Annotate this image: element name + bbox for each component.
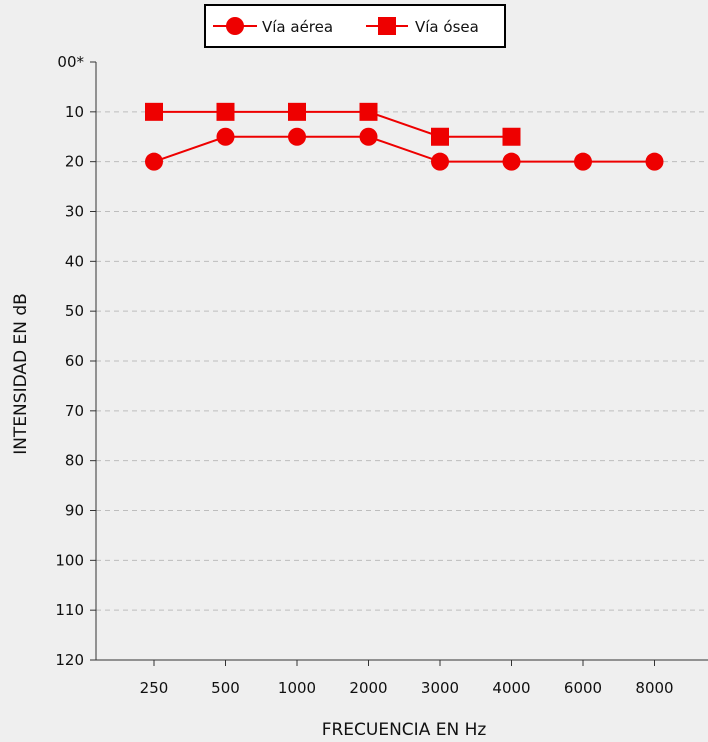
series-line — [153, 135, 655, 163]
y-tick-label: 40 — [65, 252, 84, 270]
data-point — [502, 152, 521, 171]
series-1 — [145, 102, 521, 146]
x-tick-label: 250 — [140, 679, 169, 697]
legend-marker-via-aerea — [226, 17, 244, 35]
y-tick-label: 00* — [57, 53, 84, 71]
data-point — [288, 102, 306, 121]
x-tick-label: 8000 — [635, 679, 673, 697]
legend-marker-via-osea — [378, 17, 396, 35]
x-tick-label: 2000 — [349, 679, 387, 697]
y-tick-label: 30 — [65, 203, 84, 221]
grid-lines — [96, 111, 708, 611]
legend-label-via-aerea: Vía aérea — [262, 18, 333, 36]
series-line — [154, 110, 512, 138]
y-tick-label: 100 — [55, 551, 84, 569]
x-tick-label: 6000 — [564, 679, 602, 697]
y-tick-labels: 00* 10 20 30 40 50 60 70 80 90 100 110 120 — [55, 53, 96, 669]
data-point — [574, 152, 592, 171]
x-axis-title: FRECUENCIA EN Hz — [322, 720, 487, 740]
y-tick-label: 20 — [65, 153, 84, 171]
y-tick-label: 70 — [65, 402, 84, 420]
data-point — [359, 102, 378, 121]
data-point — [145, 152, 163, 171]
data-point — [502, 127, 521, 146]
data-point — [288, 127, 306, 146]
y-tick-label: 60 — [65, 352, 84, 370]
data-point — [216, 127, 235, 146]
y-tick-label: 50 — [65, 302, 84, 320]
data-point — [645, 152, 664, 171]
y-tick-label: 80 — [65, 452, 84, 470]
x-tick-label: 1000 — [278, 679, 316, 697]
x-tick-label: 4000 — [492, 679, 530, 697]
series-0 — [145, 127, 664, 171]
y-tick-label: 10 — [65, 103, 84, 121]
data-point — [431, 152, 449, 171]
x-tick-labels: 250 500 1000 2000 3000 4000 6000 8000 — [140, 660, 674, 697]
x-tick-label: 3000 — [421, 679, 459, 697]
y-tick-label: 120 — [55, 651, 84, 669]
data-point — [145, 102, 163, 121]
data-point — [216, 102, 235, 121]
legend-label-via-osea: Vía ósea — [415, 18, 479, 36]
y-tick-label: 110 — [55, 601, 84, 619]
y-axis-title: INTENSIDAD EN dB — [11, 293, 31, 455]
data-point — [359, 127, 378, 146]
x-tick-label: 500 — [211, 679, 240, 697]
y-tick-label: 90 — [65, 502, 84, 520]
data-series — [145, 102, 664, 171]
data-point — [431, 127, 449, 146]
legend: Vía aérea Vía ósea — [204, 4, 506, 48]
